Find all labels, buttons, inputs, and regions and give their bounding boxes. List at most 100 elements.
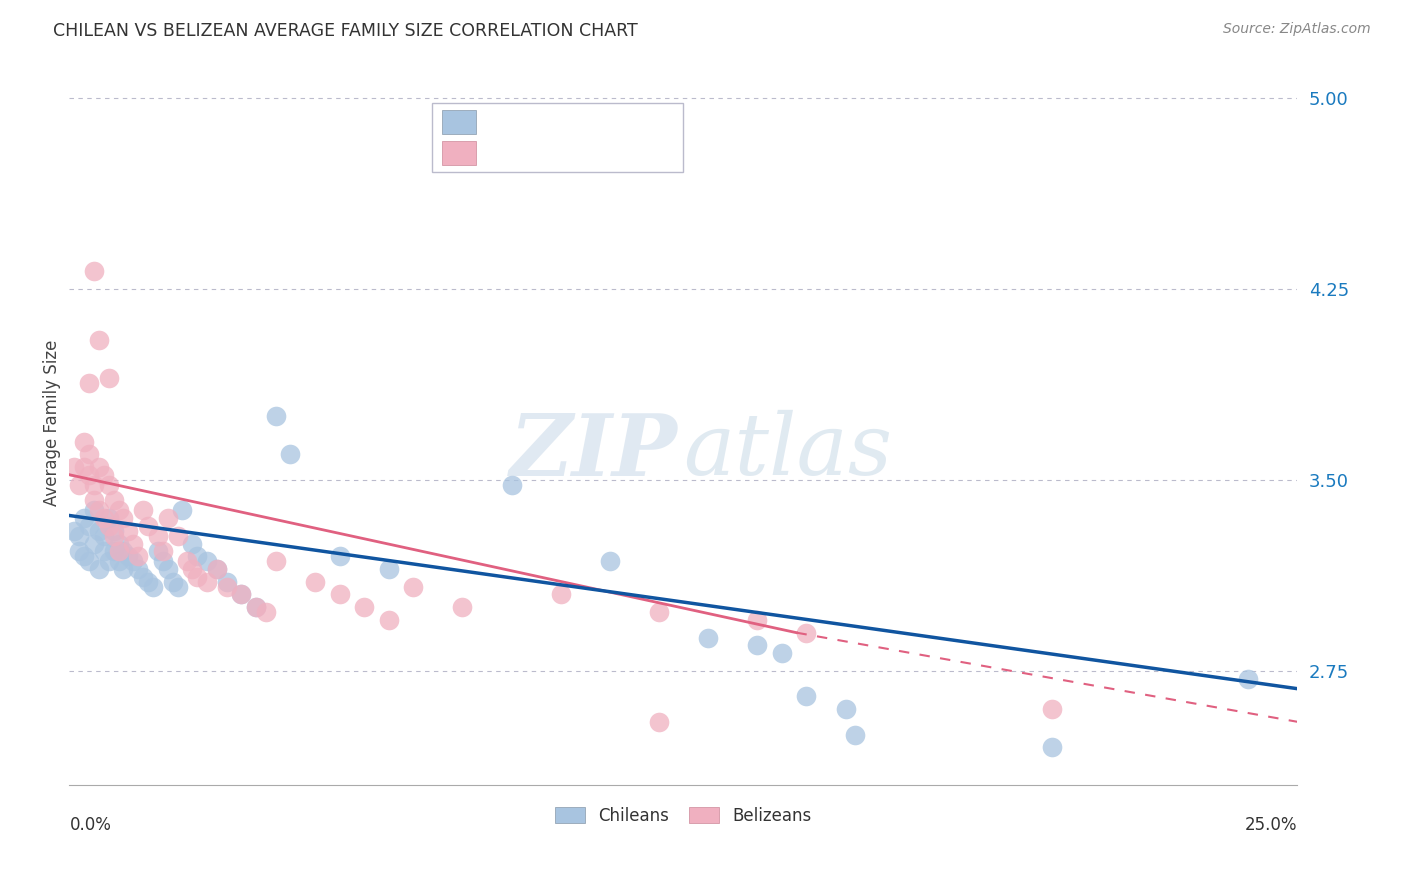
Point (93, 529, 115, 543)
Point (93, 544, 115, 558)
Point (205, 562, 228, 576)
Point (166, 529, 188, 543)
Point (127, 562, 149, 576)
Point (176, 554, 198, 568)
Point (97, 371, 120, 385)
Point (186, 549, 208, 564)
Point (156, 562, 179, 576)
Bar (441, 141, 475, 165)
Point (280, 447, 302, 461)
Point (103, 544, 125, 558)
Point (353, 600, 375, 615)
Point (63, 460, 86, 475)
Point (1040, 702, 1063, 716)
Point (77, 447, 100, 461)
Text: CHILEAN VS BELIZEAN AVERAGE FAMILY SIZE CORRELATION CHART: CHILEAN VS BELIZEAN AVERAGE FAMILY SIZE … (53, 22, 638, 40)
Point (231, 587, 253, 601)
Point (181, 562, 204, 576)
Point (107, 544, 129, 558)
Point (103, 524, 125, 538)
Point (215, 574, 238, 589)
Point (451, 600, 474, 615)
Point (83, 503, 105, 517)
Point (142, 580, 165, 594)
Point (122, 554, 145, 568)
Point (264, 554, 287, 568)
Point (77, 518, 100, 533)
Point (264, 409, 287, 424)
Point (245, 600, 267, 615)
Point (67, 529, 90, 543)
Point (87, 460, 110, 475)
Point (1237, 672, 1260, 686)
Point (402, 580, 425, 594)
Point (97, 518, 120, 533)
Point (501, 478, 523, 492)
Point (195, 554, 218, 568)
Point (97, 478, 120, 492)
Point (67, 544, 90, 558)
Point (93, 511, 115, 525)
Point (73, 460, 96, 475)
Text: atlas: atlas (683, 410, 893, 493)
Point (304, 574, 326, 589)
Point (87, 503, 110, 517)
Point (117, 524, 139, 538)
Point (77, 554, 100, 568)
Point (83, 493, 105, 508)
Point (146, 544, 169, 558)
Point (329, 549, 352, 564)
Point (103, 529, 125, 543)
Point (152, 554, 174, 568)
Text: R = -0.328    N = 54: R = -0.328 N = 54 (484, 112, 647, 128)
Point (794, 690, 817, 704)
Text: ZIP: ZIP (509, 409, 678, 493)
Point (166, 580, 188, 594)
Point (794, 625, 817, 640)
Point (67, 478, 90, 492)
Point (186, 569, 208, 583)
Point (254, 605, 277, 619)
Point (73, 549, 96, 564)
Point (83, 264, 105, 278)
Point (87, 562, 110, 576)
Point (83, 536, 105, 550)
Point (181, 536, 204, 550)
Text: 25.0%: 25.0% (1244, 816, 1298, 834)
Point (77, 467, 100, 482)
Point (195, 574, 218, 589)
Point (648, 714, 671, 729)
Point (112, 562, 135, 576)
Point (132, 503, 155, 517)
Y-axis label: Average Family Size: Average Family Size (44, 339, 60, 506)
Text: R = -0.348    N = 54: R = -0.348 N = 54 (484, 145, 647, 160)
Point (152, 544, 174, 558)
Point (156, 511, 179, 525)
Point (97, 511, 120, 525)
Point (83, 478, 105, 492)
Point (97, 554, 120, 568)
Point (550, 587, 572, 601)
Point (73, 511, 96, 525)
Point (107, 536, 129, 550)
Point (132, 569, 155, 583)
Point (770, 646, 793, 660)
Point (834, 702, 856, 716)
Point (599, 554, 621, 568)
Point (648, 605, 671, 619)
Point (136, 518, 159, 533)
Point (136, 574, 159, 589)
Point (162, 574, 184, 589)
Point (112, 544, 135, 558)
Point (844, 727, 866, 741)
Point (1040, 740, 1063, 755)
Point (146, 529, 169, 543)
Point (329, 587, 352, 601)
Point (747, 639, 769, 653)
Point (377, 613, 399, 627)
Bar (441, 111, 475, 135)
Point (172, 503, 194, 517)
Point (87, 333, 110, 347)
Point (63, 524, 86, 538)
Point (117, 549, 139, 564)
